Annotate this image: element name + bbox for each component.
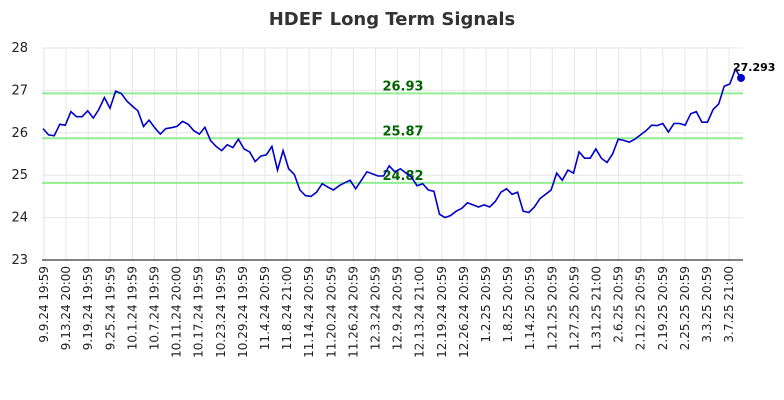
x-tick-label: 9.25.24 19:59	[103, 266, 117, 350]
x-tick-label: 11.20.24 20:59	[324, 266, 338, 358]
y-tick-label: 27	[11, 83, 28, 98]
x-tick-label: 10.1.24 19:59	[125, 266, 139, 350]
x-tick-label: 12.26.24 20:59	[457, 266, 471, 358]
x-tick-label: 10.11.24 20:00	[170, 266, 184, 358]
y-tick-label: 26	[11, 126, 28, 141]
x-tick-label: 11.4.24 20:59	[258, 266, 272, 350]
x-tick-label: 10.17.24 19:59	[192, 266, 206, 358]
x-tick-label: 10.29.24 19:59	[236, 266, 250, 358]
x-tick-label: 3.3.25 20:59	[700, 266, 714, 343]
chart-title: HDEF Long Term Signals	[269, 9, 516, 30]
x-axis-ticks: 9.9.24 19:59 9.13.24 20:00 9.19.24 19:59 9.…	[37, 266, 736, 358]
signal-level-label: 25.87	[382, 124, 423, 139]
x-tick-label: 1.31.25 21:00	[590, 266, 604, 350]
x-tick-label: 9.19.24 19:59	[81, 266, 95, 350]
x-tick-label: 2.19.25 20:59	[656, 266, 670, 350]
x-tick-label: 11.26.24 20:59	[346, 266, 360, 358]
x-tick-label: 2.6.25 20:59	[612, 266, 626, 343]
x-tick-label: 1.21.25 20:59	[545, 266, 559, 350]
x-tick-label: 10.7.24 19:59	[148, 266, 162, 350]
y-tick-label: 24	[11, 211, 28, 226]
x-tick-label: 1.2.25 20:59	[479, 266, 493, 343]
y-tick-label: 28	[11, 41, 28, 56]
x-tick-label: 1.8.25 20:59	[501, 266, 515, 343]
x-tick-label: 11.14.24 20:59	[302, 266, 316, 358]
grid	[42, 47, 743, 261]
x-tick-label: 10.23.24 19:59	[214, 266, 228, 358]
signal-level-label: 26.93	[382, 79, 423, 94]
x-tick-label: 9.9.24 19:59	[37, 266, 51, 343]
x-tick-label: 12.3.24 20:59	[369, 266, 383, 350]
x-tick-label: 1.14.25 20:59	[523, 266, 537, 350]
last-price-point	[737, 73, 745, 82]
x-tick-label: 12.19.24 20:59	[435, 266, 449, 358]
price-line	[42, 67, 742, 219]
x-tick-label: 1.27.25 20:59	[567, 266, 581, 350]
x-tick-label: 2.25.25 20:59	[678, 266, 692, 350]
x-tick-label: 9.13.24 20:00	[59, 266, 73, 350]
y-axis-ticks: 23 24 25 26 27 28	[11, 41, 28, 268]
last-price-label: 27.293	[733, 61, 775, 74]
x-tick-label: 12.13.24 21:00	[413, 266, 427, 358]
price-series: 27.293	[42, 61, 775, 219]
y-tick-label: 25	[11, 168, 28, 183]
x-tick-label: 11.8.24 21:00	[280, 266, 294, 350]
x-tick-label: 3.7.25 21:00	[722, 266, 736, 343]
x-tick-label: 12.9.24 20:59	[391, 266, 405, 350]
y-tick-label: 23	[11, 253, 28, 268]
x-tick-label: 2.12.25 20:59	[634, 266, 648, 350]
